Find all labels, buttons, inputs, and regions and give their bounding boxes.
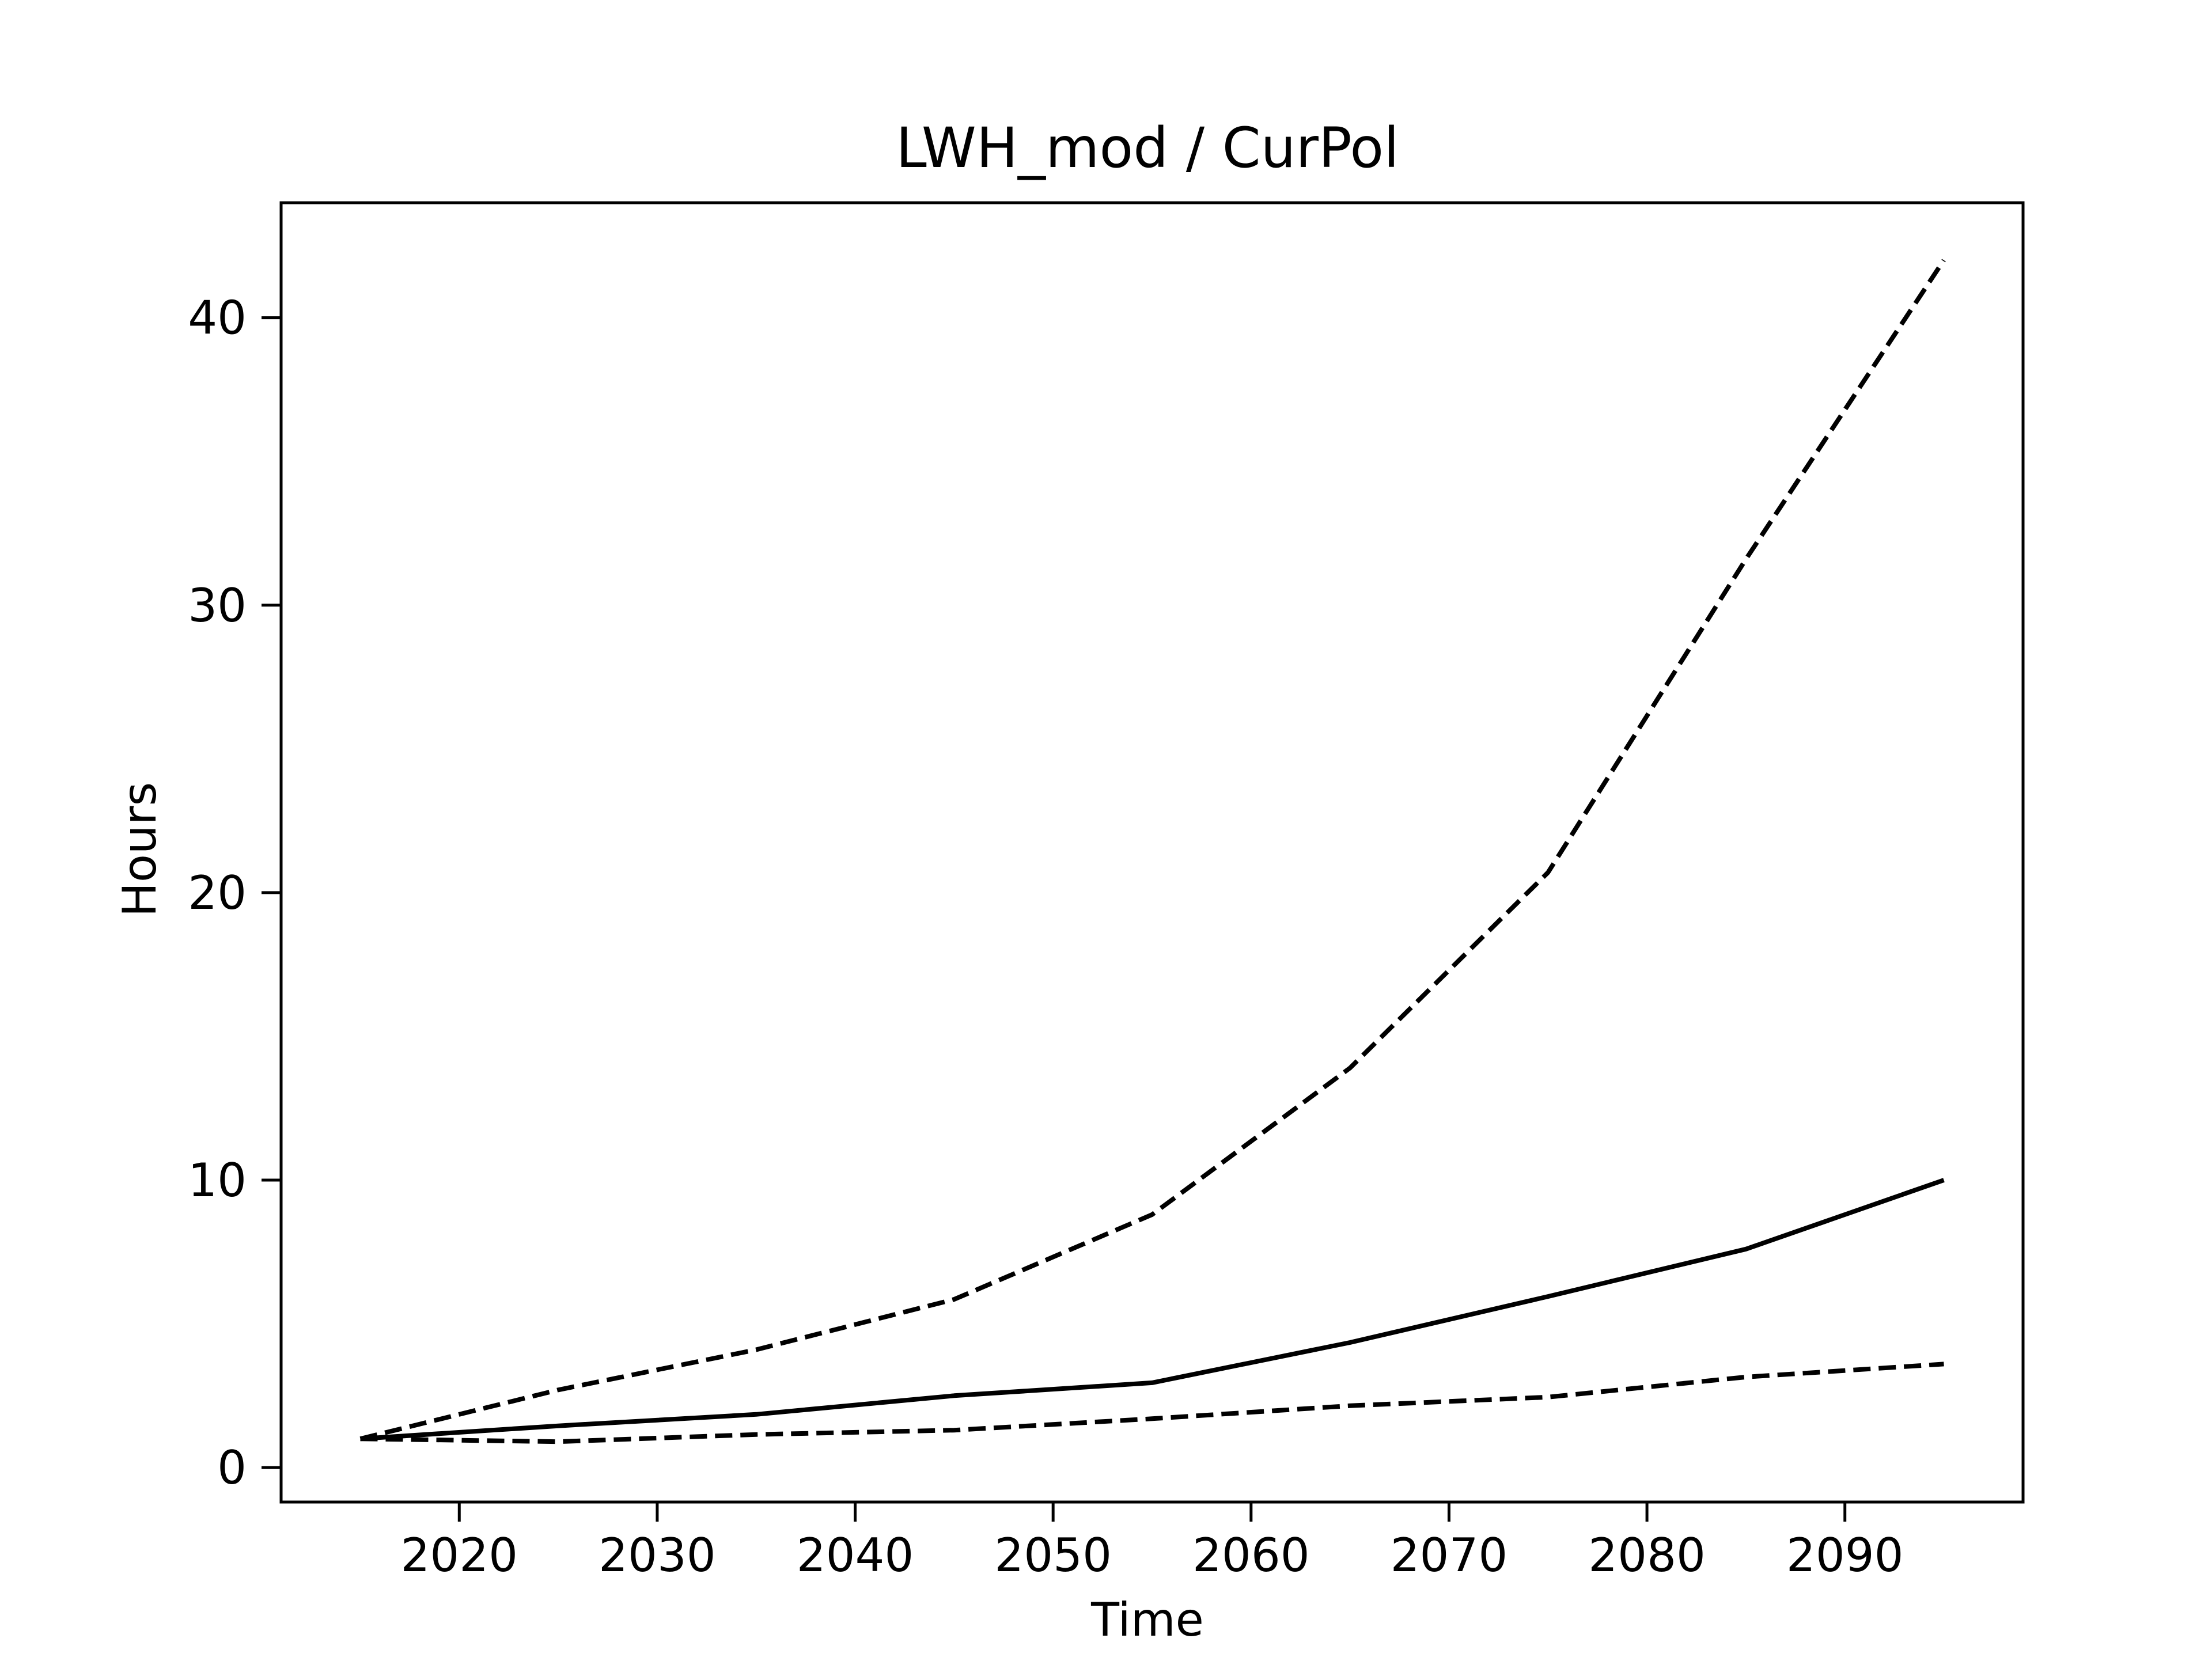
series-line-2: [359, 259, 1946, 1442]
x-tick-label: 2040: [797, 1529, 914, 1582]
x-axis: 2020 2030 2040 2050 2060 2070 2080 2090: [400, 1502, 1904, 1582]
x-tick-label: 2050: [994, 1529, 1112, 1582]
x-tick-label: 2070: [1391, 1529, 1508, 1582]
x-tick-label: 2020: [400, 1529, 518, 1582]
y-axis-label: Hours: [113, 782, 166, 917]
y-tick-label: 10: [188, 1154, 247, 1207]
axes-frame: [279, 201, 2025, 1504]
x-tick-label: 2080: [1588, 1529, 1706, 1582]
series-line-1: [360, 1178, 1945, 1442]
x-tick-label: 2060: [1192, 1529, 1310, 1582]
series-line-3: [360, 1362, 1944, 1444]
y-tick-label: 0: [217, 1441, 247, 1495]
x-tick-label: 2030: [599, 1529, 716, 1582]
series-layer: [359, 259, 1946, 1444]
y-tick-label: 20: [188, 866, 247, 920]
y-tick-label: 30: [188, 579, 247, 632]
chart-title: LWH_mod / CurPol: [896, 116, 1399, 180]
x-tick-label: 2090: [1786, 1529, 1904, 1582]
x-axis-label: Time: [1090, 1593, 1204, 1647]
plot-area: [279, 201, 2025, 1504]
y-axis: 0 10 20 30 40: [188, 291, 281, 1495]
y-tick-label: 40: [188, 291, 247, 345]
